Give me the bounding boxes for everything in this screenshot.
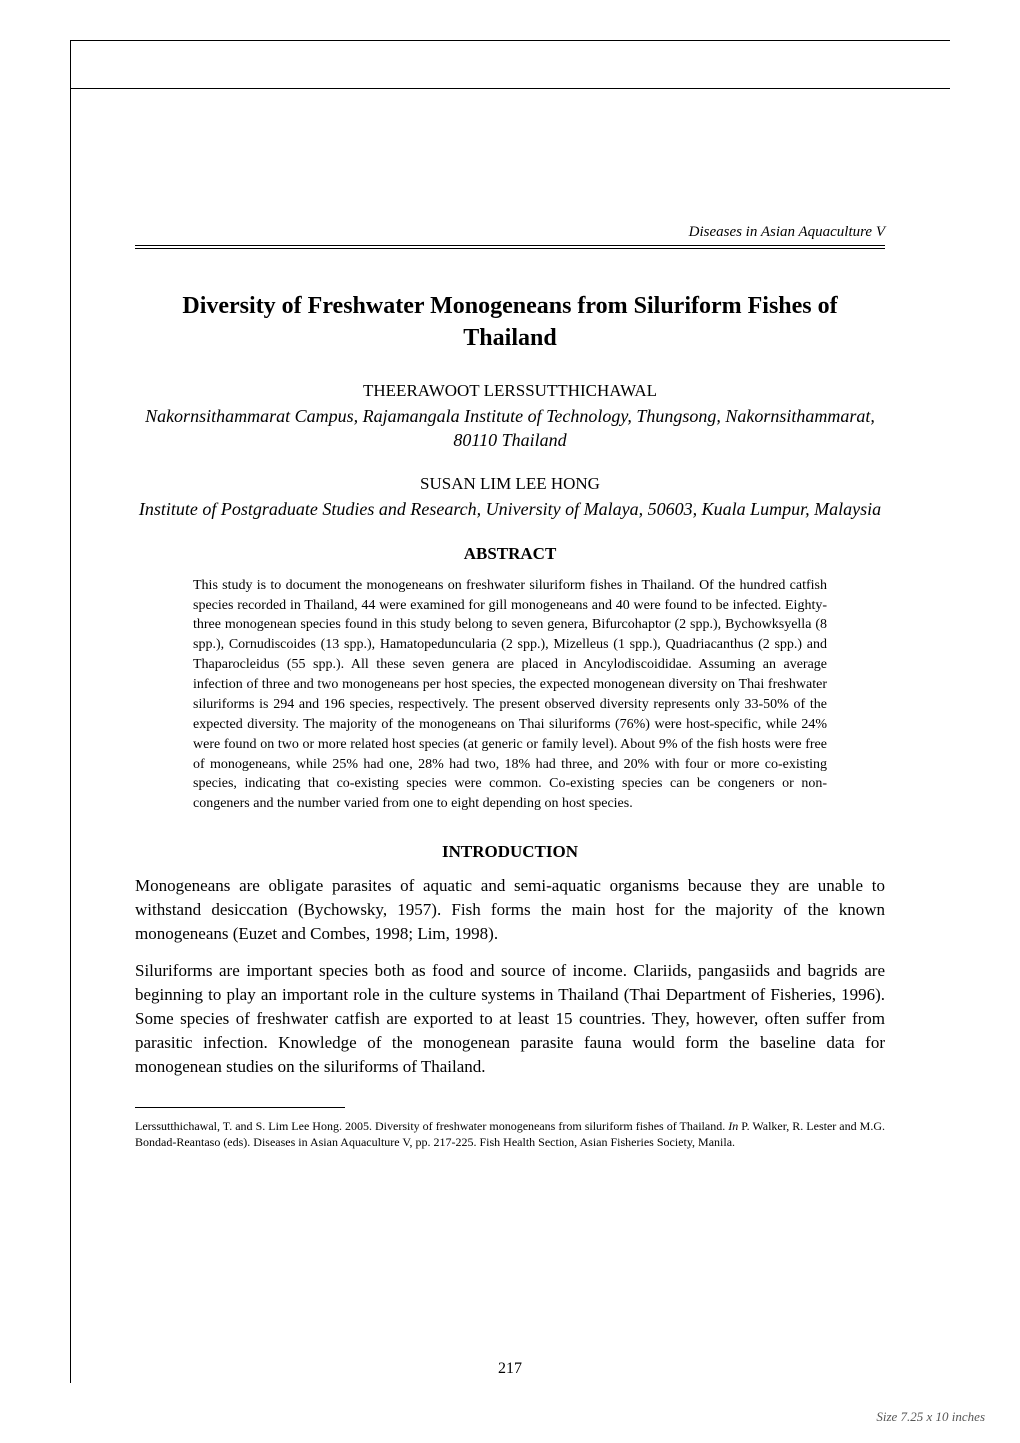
author-1-affiliation: Nakornsithammarat Campus, Rajamangala In… xyxy=(135,404,885,453)
author-1-name: THEERAWOOT LERSSUTTHICHAWAL xyxy=(135,381,885,401)
header-rule-2 xyxy=(135,248,885,249)
size-note: Size 7.25 x 10 inches xyxy=(876,1409,985,1425)
paper-title: Diversity of Freshwater Monogeneans from… xyxy=(135,290,885,355)
footnote-rule xyxy=(135,1107,345,1108)
content-area: Diversity of Freshwater Monogeneans from… xyxy=(135,290,885,1151)
header-rule-1 xyxy=(135,245,885,246)
abstract-body: This study is to document the monogenean… xyxy=(193,576,827,815)
inner-top-rule xyxy=(70,88,950,89)
page-number: 217 xyxy=(0,1360,1020,1378)
running-header: Diseases in Asian Aquaculture V xyxy=(689,224,885,241)
abstract-heading: ABSTRACT xyxy=(135,544,885,564)
footnote-prefix: Lerssutthichawal, T. and S. Lim Lee Hong… xyxy=(135,1119,728,1133)
intro-paragraph-1: Monogeneans are obligate parasites of aq… xyxy=(135,874,885,946)
author-2-name: SUSAN LIM LEE HONG xyxy=(135,474,885,494)
intro-paragraph-2: Siluriforms are important species both a… xyxy=(135,959,885,1080)
author-2-affiliation: Institute of Postgraduate Studies and Re… xyxy=(135,497,885,521)
introduction-heading: INTRODUCTION xyxy=(135,842,885,862)
footnote-in-label: In xyxy=(728,1119,738,1133)
footnote-citation: Lerssutthichawal, T. and S. Lim Lee Hong… xyxy=(135,1118,885,1150)
